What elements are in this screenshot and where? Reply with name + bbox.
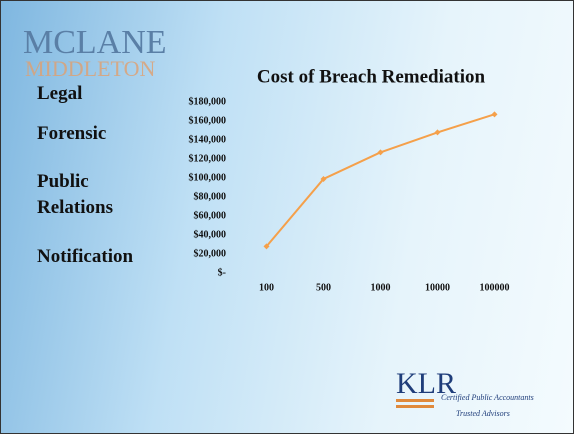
x-tick-label: 100000 <box>480 282 510 293</box>
item: Forensic <box>37 123 107 144</box>
footer-line1: Certified Public Accountants <box>441 393 534 402</box>
x-tick-label: 1000 <box>371 282 391 293</box>
point <box>377 149 384 156</box>
y-tick-label: $140,000 <box>189 134 227 145</box>
item: Notification <box>37 246 134 267</box>
y-tick-label: $120,000 <box>189 153 227 164</box>
x-tick-label: 500 <box>316 282 331 293</box>
point <box>434 129 441 136</box>
y-tick-label: $- <box>218 267 226 278</box>
chart-title: Cost of Breach Remediation <box>257 66 486 87</box>
item: Legal <box>37 83 83 104</box>
y-tick-label: $40,000 <box>194 229 227 240</box>
point <box>491 111 498 118</box>
logo-bar <box>396 405 434 408</box>
point <box>263 243 270 250</box>
footer-line2: Trusted Advisors <box>456 409 510 418</box>
y-tick-label: $100,000 <box>189 172 227 183</box>
line <box>265 113 495 248</box>
logo-subname: MIDDLETON <box>25 56 155 81</box>
y-tick-label: $160,000 <box>189 115 227 126</box>
y-tick-label: $20,000 <box>194 248 227 259</box>
footer-brand: KLR <box>396 367 456 400</box>
x-tick-label: 10000 <box>425 282 450 293</box>
y-tick-label: $60,000 <box>194 210 227 221</box>
y-tick-label: $180,000 <box>189 96 227 107</box>
logo-bar <box>396 399 434 402</box>
item: Public Relations <box>37 171 113 218</box>
point <box>320 175 327 182</box>
x-tick-label: 100 <box>259 282 274 293</box>
logo-name: MCLANE <box>23 24 167 61</box>
y-tick-label: $80,000 <box>194 191 227 202</box>
